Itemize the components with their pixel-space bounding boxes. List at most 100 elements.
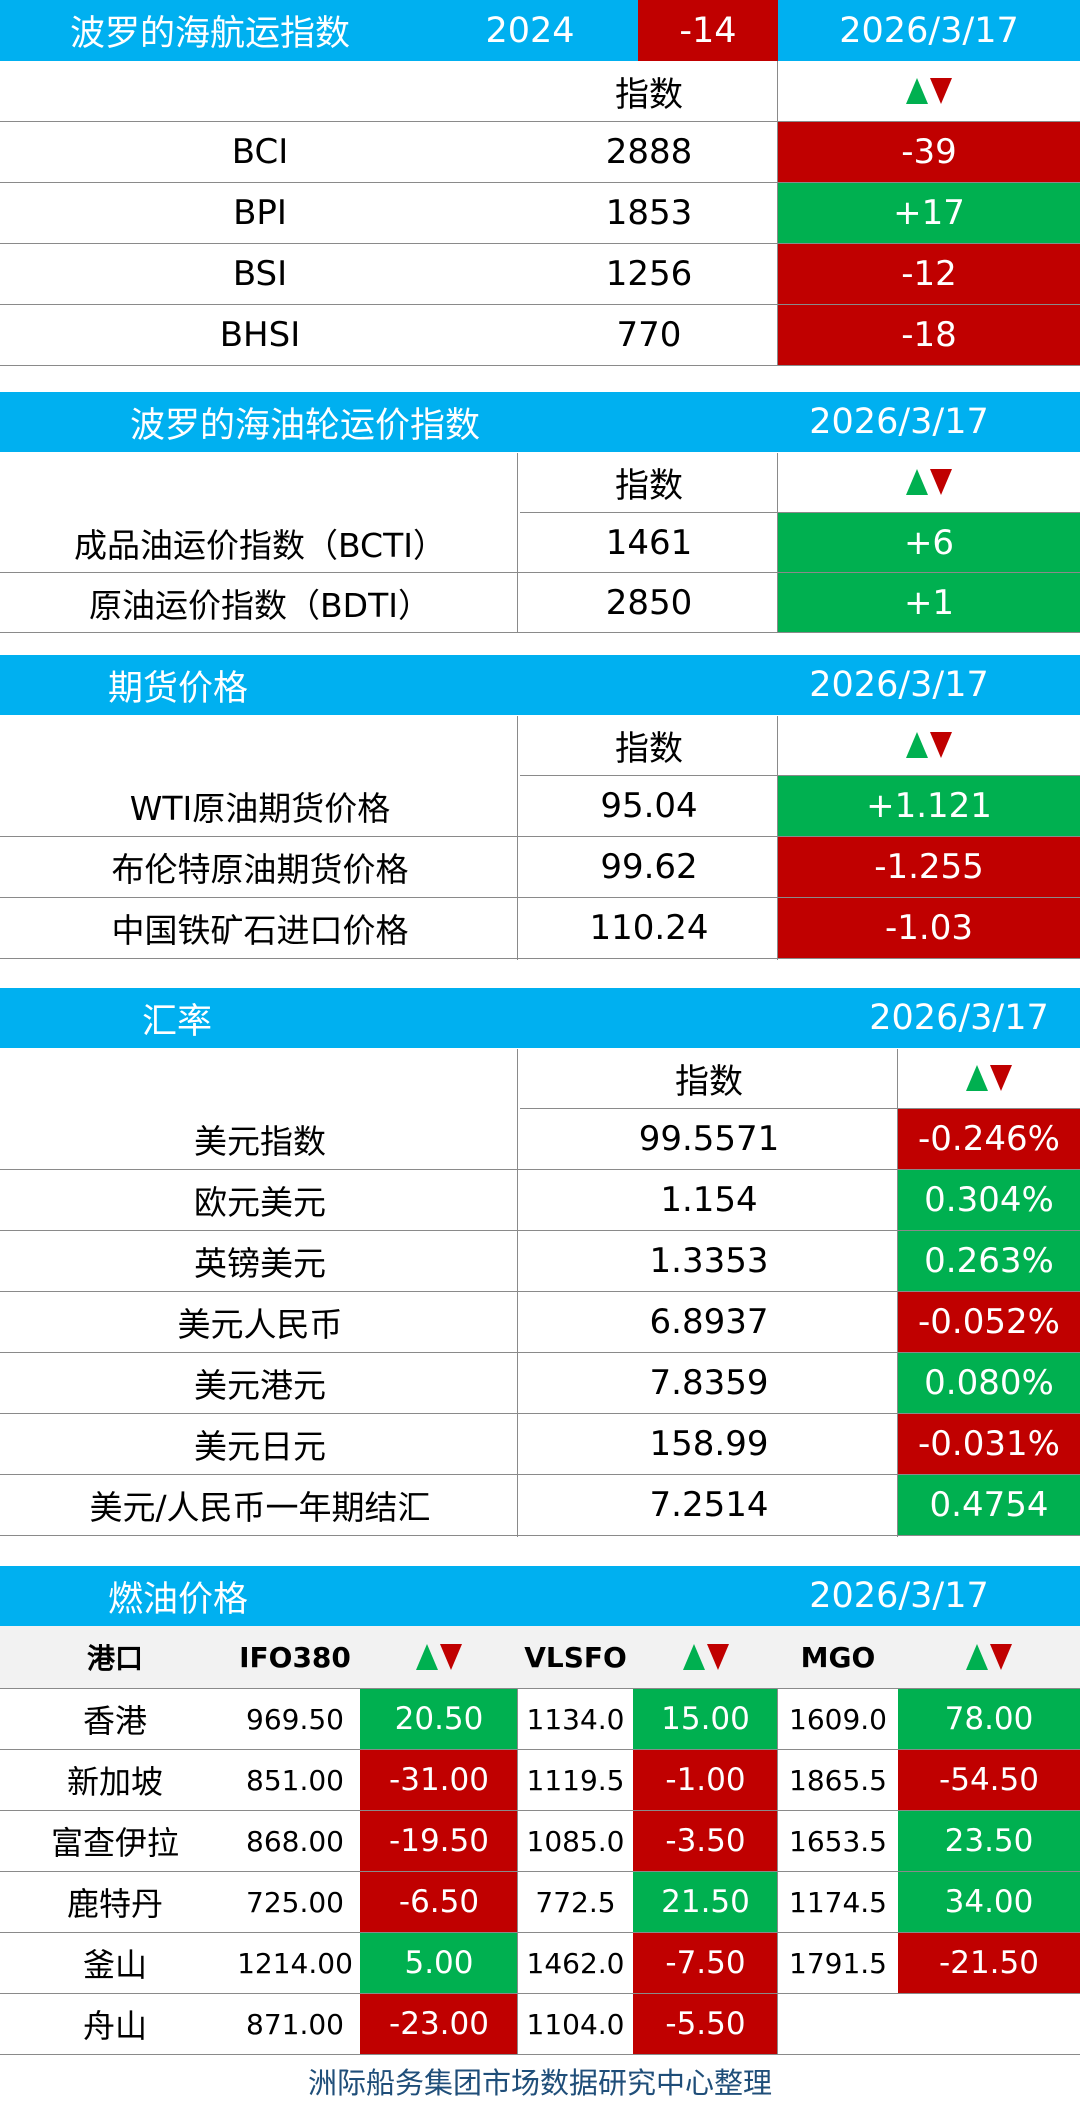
column-header-index: 指数 <box>615 728 683 769</box>
row-name: 英镑美元 <box>194 1244 326 1283</box>
mgo-price: 1609.0 <box>789 1702 887 1736</box>
up-triangle-icon <box>906 78 928 104</box>
row-name: 美元指数 <box>194 1122 326 1161</box>
change-cell: +1 <box>778 573 1080 632</box>
divider <box>777 453 778 633</box>
vlsfo-price: 1085.0 <box>526 1824 625 1858</box>
index-name: BPI <box>233 193 287 233</box>
mgo-price: 1865.5 <box>789 1763 887 1797</box>
up-down-triangle-icon <box>778 61 1080 121</box>
ifo380-price: 725.00 <box>246 1885 344 1919</box>
vlsfo-price: 1104.0 <box>526 2007 625 2041</box>
divider <box>0 1169 1080 1170</box>
year-label: 2024 <box>485 10 575 51</box>
vlsfo-change: -1.00 <box>633 1750 778 1810</box>
up-triangle-icon <box>416 1644 438 1670</box>
divider <box>520 1108 1080 1109</box>
up-triangle-icon <box>906 469 928 495</box>
change-cell: -1.03 <box>778 898 1080 958</box>
change-cell: -18 <box>778 305 1080 365</box>
divider <box>0 365 1080 366</box>
divider <box>520 775 1080 776</box>
row-value: 7.2514 <box>649 1485 769 1525</box>
divider <box>520 512 1080 513</box>
row-value: 1.154 <box>660 1180 758 1220</box>
section-header-bar <box>0 988 1080 1048</box>
row-value: 110.24 <box>589 908 709 948</box>
change-cell: 0.263% <box>898 1231 1080 1291</box>
divider <box>0 1291 1080 1292</box>
section-title: 波罗的海航运指数 <box>69 14 350 54</box>
mgo-change: 78.00 <box>898 1689 1080 1749</box>
ifo380-price: 969.50 <box>246 1702 344 1736</box>
vlsfo-price: 1134.0 <box>526 1702 625 1736</box>
ifo380-change: -6.50 <box>360 1872 518 1932</box>
up-down-triangle-icon <box>633 1626 778 1688</box>
index-value: 770 <box>616 315 682 355</box>
down-triangle-icon <box>930 469 952 495</box>
section-date: 2026/3/17 <box>809 402 989 442</box>
vlsfo-price: 772.5 <box>535 1885 616 1919</box>
divider <box>0 1749 1080 1750</box>
column-header-index: 指数 <box>615 74 683 115</box>
column-header-ifo380: IFO380 <box>239 1640 351 1674</box>
ifo380-change: -31.00 <box>360 1750 518 1810</box>
up-down-triangle-icon <box>778 715 1080 775</box>
down-triangle-icon <box>706 1644 729 1670</box>
vlsfo-change: 21.50 <box>633 1872 778 1932</box>
change-cell: -0.246% <box>898 1109 1080 1169</box>
change-cell: -12 <box>778 244 1080 304</box>
section-title: 期货价格 <box>108 668 249 709</box>
change-cell: -0.052% <box>898 1292 1080 1352</box>
column-header-port: 港口 <box>86 1642 143 1675</box>
divider <box>0 1230 1080 1231</box>
section-header-bar <box>0 392 1080 452</box>
footer-credit: 洲际船务集团市场数据研究中心整理 <box>307 2065 772 2100</box>
column-header-vlsfo: VLSFO <box>524 1640 627 1674</box>
divider <box>897 1049 898 1537</box>
up-down-triangle-icon <box>360 1626 518 1688</box>
divider <box>0 243 1080 244</box>
mgo-change: 23.50 <box>898 1811 1080 1871</box>
row-value: 1461 <box>605 522 693 563</box>
change-cell: +17 <box>778 183 1080 243</box>
vlsfo-change: -3.50 <box>633 1811 778 1871</box>
column-header-mgo: MGO <box>800 1640 876 1674</box>
section-header-bar <box>0 0 1080 61</box>
index-value: 2888 <box>605 132 693 172</box>
mgo-price <box>778 1994 898 2054</box>
row-name: 欧元美元 <box>194 1183 326 1222</box>
year-change-badge: -14 <box>638 0 778 61</box>
column-header-index: 指数 <box>615 465 683 506</box>
row-value: 158.99 <box>649 1424 769 1464</box>
row-name: 中国铁矿石进口价格 <box>111 911 409 950</box>
ifo380-price: 871.00 <box>246 2007 344 2041</box>
ifo380-price: 851.00 <box>246 1763 344 1797</box>
row-name: 成品油运价指数（BCTI） <box>74 525 446 565</box>
section-date: 2026/3/17 <box>809 1576 989 1616</box>
index-name: BSI <box>232 254 288 294</box>
row-name: 原油运价指数（BDTI） <box>89 585 431 625</box>
vlsfo-change: 15.00 <box>633 1689 778 1749</box>
section-header-bar <box>0 1566 1080 1626</box>
divider <box>0 121 1080 122</box>
divider <box>517 1049 518 1537</box>
divider <box>0 2054 1080 2055</box>
ifo380-change: -19.50 <box>360 1811 518 1871</box>
vlsfo-change: -5.50 <box>633 1994 778 2054</box>
divider <box>517 716 518 960</box>
port-name: 富查伊拉 <box>50 1824 179 1862</box>
section-title: 燃油价格 <box>108 1579 249 1620</box>
divider <box>517 1689 518 2055</box>
up-down-triangle-icon <box>778 452 1080 512</box>
vlsfo-price: 1119.5 <box>526 1763 625 1797</box>
divider <box>0 1871 1080 1872</box>
row-value: 95.04 <box>600 786 698 826</box>
mgo-change: 34.00 <box>898 1872 1080 1932</box>
index-value: 1256 <box>605 254 693 294</box>
section-date: 2026/3/17 <box>839 10 1019 51</box>
down-triangle-icon <box>990 1065 1012 1091</box>
fuel-header-row <box>0 1626 1080 1688</box>
change-cell: -0.031% <box>898 1414 1080 1474</box>
up-down-triangle-icon <box>898 1048 1080 1108</box>
